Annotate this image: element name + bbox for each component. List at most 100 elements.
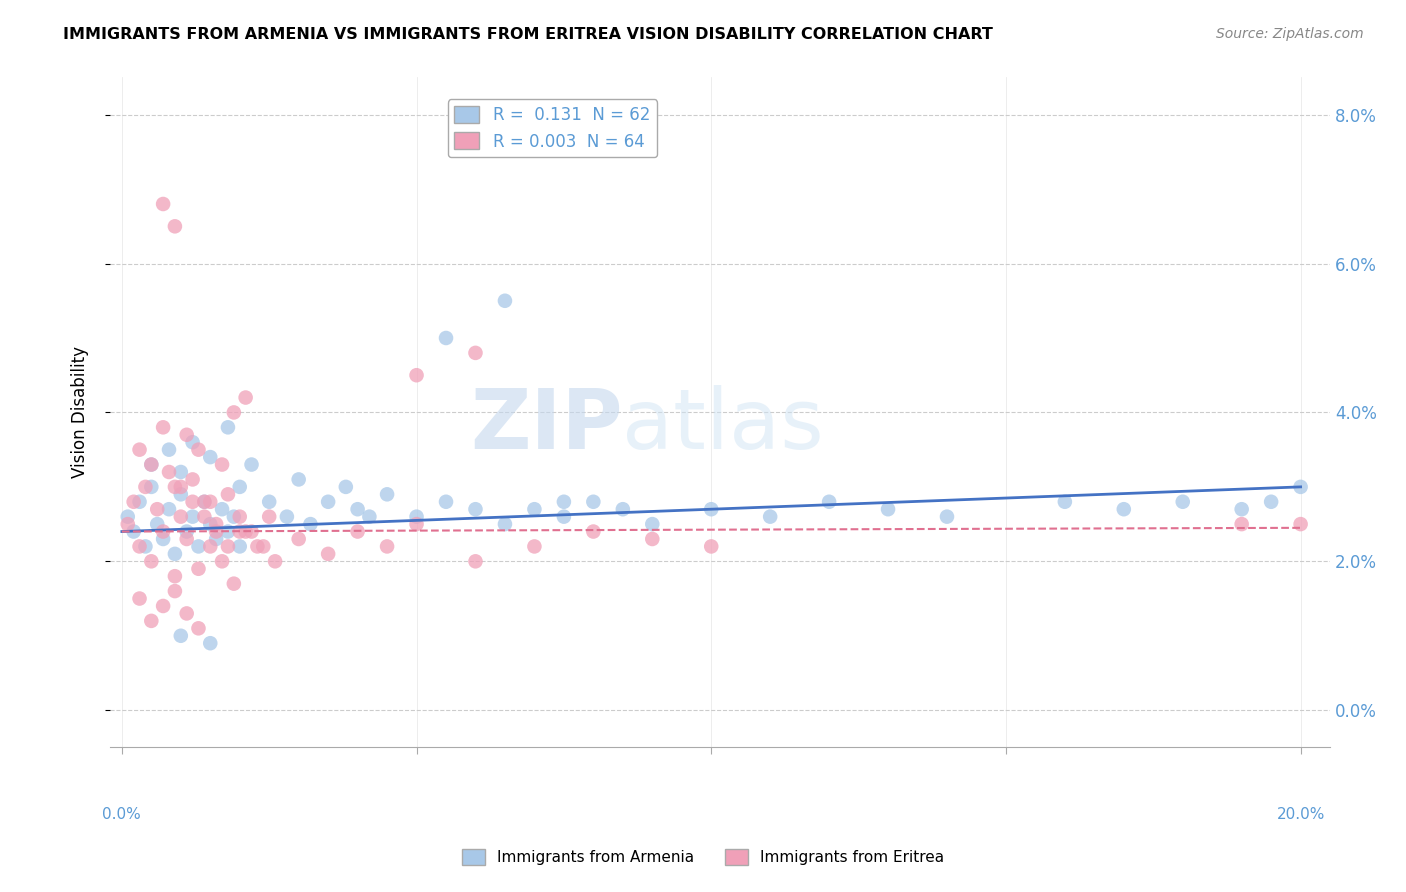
Immigrants from Eritrea [316,547,339,561]
Immigrants from Armenia [141,480,163,494]
Y-axis label: Vision Disability: Vision Disability [72,346,89,478]
Immigrants from Armenia [222,509,245,524]
Immigrants from Eritrea [187,562,209,576]
Immigrants from Eritrea [582,524,605,539]
Text: IMMIGRANTS FROM ARMENIA VS IMMIGRANTS FROM ERITREA VISION DISABILITY CORRELATION: IMMIGRANTS FROM ARMENIA VS IMMIGRANTS FR… [63,27,993,42]
Immigrants from Armenia [359,509,381,524]
Immigrants from Eritrea [240,524,263,539]
Immigrants from Armenia [553,509,575,524]
Immigrants from Eritrea [205,524,228,539]
Immigrants from Eritrea [229,509,252,524]
Immigrants from Eritrea [252,540,274,554]
Immigrants from Armenia [1260,495,1282,509]
Immigrants from Eritrea [235,524,257,539]
Immigrants from Armenia [181,509,204,524]
Immigrants from Armenia [141,458,163,472]
Immigrants from Armenia [375,487,398,501]
Immigrants from Armenia [257,495,280,509]
Legend: R =  0.131  N = 62, R = 0.003  N = 64: R = 0.131 N = 62, R = 0.003 N = 64 [447,99,657,157]
Immigrants from Eritrea [200,540,222,554]
Immigrants from Eritrea [170,480,193,494]
Immigrants from Armenia [494,517,516,532]
Immigrants from Eritrea [187,442,209,457]
Immigrants from Armenia [193,495,215,509]
Immigrants from Eritrea [1289,517,1312,532]
Immigrants from Armenia [405,509,427,524]
Immigrants from Armenia [217,420,239,434]
Immigrants from Armenia [299,517,322,532]
Immigrants from Armenia [287,472,309,486]
Immigrants from Eritrea [211,458,233,472]
Immigrants from Eritrea [193,495,215,509]
Immigrants from Eritrea [217,540,239,554]
Immigrants from Armenia [211,502,233,516]
Immigrants from Armenia [1053,495,1076,509]
Immigrants from Armenia [181,435,204,450]
Immigrants from Armenia [523,502,546,516]
Immigrants from Eritrea [128,591,150,606]
Immigrants from Armenia [434,495,457,509]
Immigrants from Armenia [170,465,193,479]
Immigrants from Eritrea [128,540,150,554]
Immigrants from Eritrea [375,540,398,554]
Immigrants from Armenia [641,517,664,532]
Immigrants from Eritrea [176,427,198,442]
Immigrants from Eritrea [163,219,186,234]
Immigrants from Armenia [152,532,174,546]
Immigrants from Eritrea [222,576,245,591]
Immigrants from Eritrea [222,405,245,419]
Immigrants from Eritrea [141,614,163,628]
Immigrants from Armenia [818,495,841,509]
Immigrants from Armenia [128,495,150,509]
Immigrants from Eritrea [152,599,174,613]
Immigrants from Armenia [1171,495,1194,509]
Immigrants from Eritrea [141,554,163,568]
Immigrants from Eritrea [257,509,280,524]
Text: 0.0%: 0.0% [103,807,141,822]
Immigrants from Eritrea [170,509,193,524]
Immigrants from Eritrea [1230,517,1253,532]
Immigrants from Armenia [464,502,486,516]
Immigrants from Eritrea [141,458,163,472]
Immigrants from Armenia [157,442,180,457]
Immigrants from Eritrea [152,524,174,539]
Immigrants from Eritrea [163,584,186,599]
Immigrants from Armenia [346,502,368,516]
Immigrants from Eritrea [146,502,169,516]
Immigrants from Eritrea [464,554,486,568]
Legend: Immigrants from Armenia, Immigrants from Eritrea: Immigrants from Armenia, Immigrants from… [456,843,950,871]
Immigrants from Eritrea [163,569,186,583]
Immigrants from Armenia [759,509,782,524]
Immigrants from Armenia [217,524,239,539]
Immigrants from Eritrea [181,472,204,486]
Immigrants from Eritrea [246,540,269,554]
Immigrants from Armenia [205,532,228,546]
Immigrants from Eritrea [205,517,228,532]
Immigrants from Armenia [170,487,193,501]
Immigrants from Eritrea [346,524,368,539]
Immigrants from Armenia [200,517,222,532]
Immigrants from Armenia [163,547,186,561]
Immigrants from Armenia [335,480,357,494]
Immigrants from Armenia [187,540,209,554]
Immigrants from Armenia [434,331,457,345]
Immigrants from Armenia [877,502,900,516]
Immigrants from Eritrea [193,509,215,524]
Immigrants from Armenia [134,540,156,554]
Immigrants from Eritrea [264,554,287,568]
Immigrants from Eritrea [117,517,139,532]
Immigrants from Eritrea [641,532,664,546]
Immigrants from Armenia [122,524,145,539]
Immigrants from Armenia [157,502,180,516]
Immigrants from Armenia [229,480,252,494]
Text: ZIP: ZIP [470,385,623,467]
Immigrants from Armenia [200,636,222,650]
Immigrants from Armenia [176,524,198,539]
Immigrants from Armenia [1230,502,1253,516]
Immigrants from Armenia [612,502,634,516]
Immigrants from Armenia [582,495,605,509]
Immigrants from Armenia [146,517,169,532]
Immigrants from Eritrea [700,540,723,554]
Immigrants from Armenia [1112,502,1135,516]
Immigrants from Eritrea [405,368,427,383]
